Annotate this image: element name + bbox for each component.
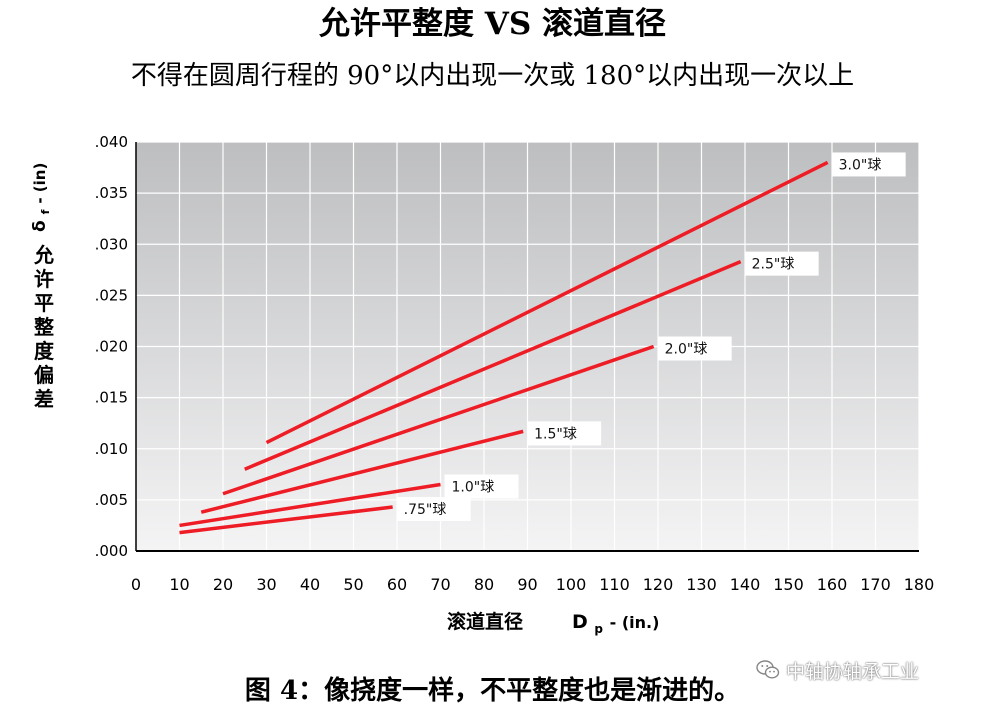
x-tick-label: 20	[213, 575, 233, 594]
series-line	[179, 505, 393, 535]
y-axis-label-char: 平	[34, 291, 54, 315]
series-label: 2.0"球	[665, 342, 708, 358]
y-axis-label-char: 整	[33, 315, 54, 339]
x-tick-label: 150	[773, 575, 804, 594]
y-axis-label-char: 偏	[34, 363, 54, 387]
series-label-box	[744, 251, 819, 276]
series-line	[222, 344, 655, 496]
y-tick-label: .015	[95, 389, 128, 407]
x-tick-label: 100	[556, 575, 587, 594]
y-axis-label-char: 度	[34, 339, 55, 363]
y-axis-symbol: δ	[30, 220, 50, 232]
x-tick-label: 30	[256, 575, 276, 594]
wechat-icon	[756, 660, 780, 679]
x-tick-label: 180	[904, 575, 935, 594]
x-tick-label: 120	[643, 575, 674, 594]
y-axis-subscript: f	[39, 209, 52, 214]
series-label-box	[831, 152, 906, 177]
x-tick-label: 130	[686, 575, 717, 594]
series-line	[179, 482, 441, 528]
x-tick-label: 70	[430, 575, 450, 594]
y-axis-label: 允许平整度偏差	[33, 243, 55, 411]
x-tick-labels: 0 10 20 30 40 50 60 70 80 90 100 110 120 130 140 150 160…	[131, 575, 934, 594]
series-label: 3.0"球	[839, 157, 882, 173]
x-axis-subscript: p	[594, 622, 603, 636]
series-label-box	[527, 421, 602, 446]
series-line	[265, 160, 829, 445]
x-tick-label: 110	[599, 575, 630, 594]
x-axis-symbol: D	[572, 611, 588, 633]
x-tick-label: 80	[474, 575, 494, 594]
x-tick-label: 50	[343, 575, 363, 594]
y-tick-label: .000	[95, 542, 128, 560]
x-tick-label: 60	[387, 575, 407, 594]
x-tick-label: 170	[860, 575, 891, 594]
x-tick-label: 40	[300, 575, 320, 594]
watermark-text: 中轴协轴承工业	[786, 660, 920, 683]
series-label: 1.5"球	[534, 426, 577, 442]
y-axis-symbol-group: δ f - (in)	[30, 163, 54, 232]
y-axis-label-char: 允	[33, 243, 54, 267]
y-axis-label-char: 许	[34, 267, 54, 291]
series-label: 2.5"球	[752, 257, 795, 273]
chart-title: 允许平整度 VS 滚道直径	[318, 6, 667, 42]
x-axis-label: 滚道直径	[447, 610, 523, 633]
series-labels: .75"球 1.0"球 1.5"球 2.0"球 2.5"球 3.0"球	[396, 152, 906, 522]
series-line	[200, 429, 524, 514]
x-tick-label: 90	[517, 575, 537, 594]
series-label-box	[396, 497, 471, 522]
y-tick-label: .010	[95, 440, 128, 458]
chart: .75"球 1.0"球 1.5"球 2.0"球 2.5"球 3.0"球 .000 .005.…	[30, 133, 934, 638]
x-axis-unit: - (in.)	[610, 613, 660, 632]
y-tick-label: .005	[95, 491, 128, 509]
x-tick-label: 140	[730, 575, 761, 594]
y-tick-label: .030	[95, 235, 128, 253]
y-axis-unit: - (in)	[31, 163, 49, 204]
series-label-box	[444, 474, 519, 499]
x-axis-title: 滚道直径 D p - (in.)	[447, 610, 659, 638]
y-tick-label: .025	[95, 286, 128, 304]
watermark: 中轴协轴承工业	[756, 657, 919, 683]
series-line	[244, 260, 742, 471]
y-tick-label: .040	[95, 133, 128, 151]
x-tick-label: 0	[131, 575, 141, 594]
y-tick-labels: .000 .005 .010 .015 .020 .025 .030 .035 .040	[95, 133, 128, 560]
x-tick-label: 160	[817, 575, 848, 594]
series-lines	[179, 160, 829, 535]
figure-caption: 图 4：像挠度一样，不平整度也是渐进的。	[244, 676, 741, 706]
series-label-box	[657, 336, 732, 361]
x-tick-label: 10	[169, 575, 189, 594]
y-tick-label: .035	[95, 184, 128, 202]
series-label: .75"球	[404, 502, 447, 518]
chart-subtitle: 不得在圆周行程的 90°以内出现一次或 180°以内出现一次以上	[130, 61, 855, 91]
y-axis-label-char: 差	[34, 387, 54, 411]
series-label: 1.0"球	[452, 480, 495, 496]
y-tick-label: .020	[95, 338, 128, 356]
